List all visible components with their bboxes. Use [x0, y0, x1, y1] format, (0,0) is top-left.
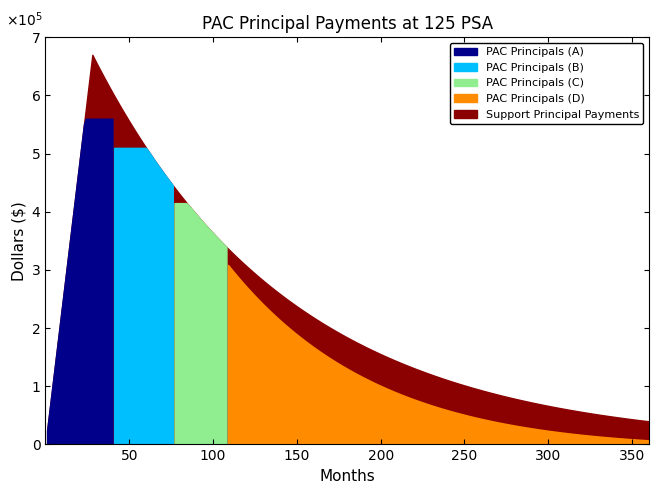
Title: PAC Principal Payments at 125 PSA: PAC Principal Payments at 125 PSA	[201, 15, 493, 33]
Y-axis label: Dollars ($): Dollars ($)	[11, 201, 26, 281]
Legend: PAC Principals (A), PAC Principals (B), PAC Principals (C), PAC Principals (D), : PAC Principals (A), PAC Principals (B), …	[450, 43, 644, 124]
Text: $\times 10^5$: $\times 10^5$	[6, 10, 43, 29]
X-axis label: Months: Months	[319, 469, 375, 484]
